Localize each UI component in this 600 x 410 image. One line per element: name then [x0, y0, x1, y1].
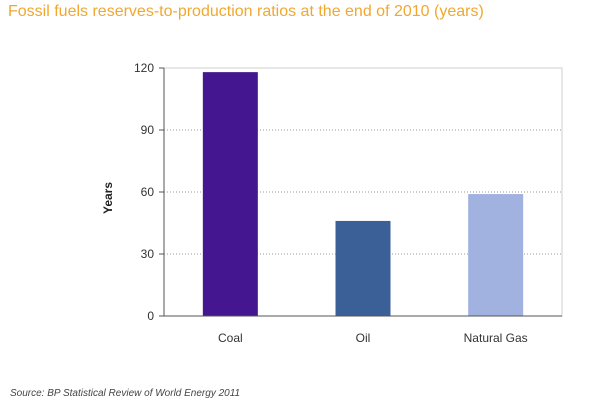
x-tick-label: Oil — [356, 331, 371, 345]
y-axis-label: Years — [101, 182, 115, 214]
chart-title: Fossil fuels reserves-to-production rati… — [8, 3, 484, 20]
y-axis-ticks: 0 30 60 90 120 — [134, 61, 164, 323]
y-tick-label: 30 — [141, 247, 155, 261]
bars — [202, 72, 524, 316]
x-tick-label: Coal — [218, 331, 243, 345]
y-tick-label: 0 — [147, 309, 154, 323]
y-tick-label: 90 — [141, 123, 155, 137]
y-tick-label: 120 — [134, 61, 154, 75]
x-tick-label: Natural Gas — [464, 331, 528, 345]
y-tick-label: 60 — [141, 185, 155, 199]
source-note: Source: BP Statistical Review of World E… — [10, 388, 241, 399]
x-axis-ticks: Coal Oil Natural Gas — [218, 331, 528, 345]
bar-oil — [335, 220, 391, 316]
bar-natural-gas — [468, 194, 524, 316]
bar-coal — [202, 72, 258, 316]
